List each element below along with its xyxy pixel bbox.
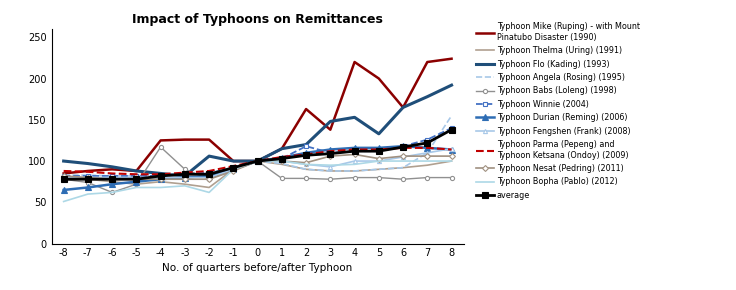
Title: Impact of Typhoons on Remittances: Impact of Typhoons on Remittances <box>132 13 383 26</box>
Legend: Typhoon Mike (Ruping) - with Mount
Pinatubo Disaster (1990), Typhoon Thelma (Uri: Typhoon Mike (Ruping) - with Mount Pinat… <box>476 22 640 200</box>
X-axis label: No. of quarters before/after Typhoon: No. of quarters before/after Typhoon <box>163 263 353 273</box>
